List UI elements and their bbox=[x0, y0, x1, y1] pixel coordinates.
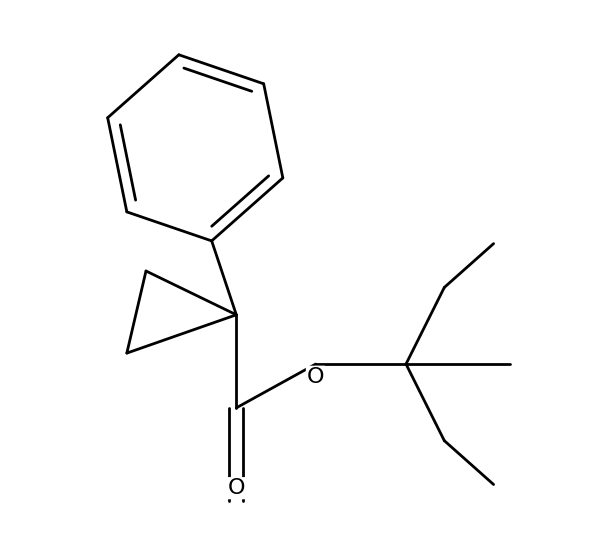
Text: O: O bbox=[228, 478, 245, 498]
Text: O: O bbox=[307, 367, 324, 387]
